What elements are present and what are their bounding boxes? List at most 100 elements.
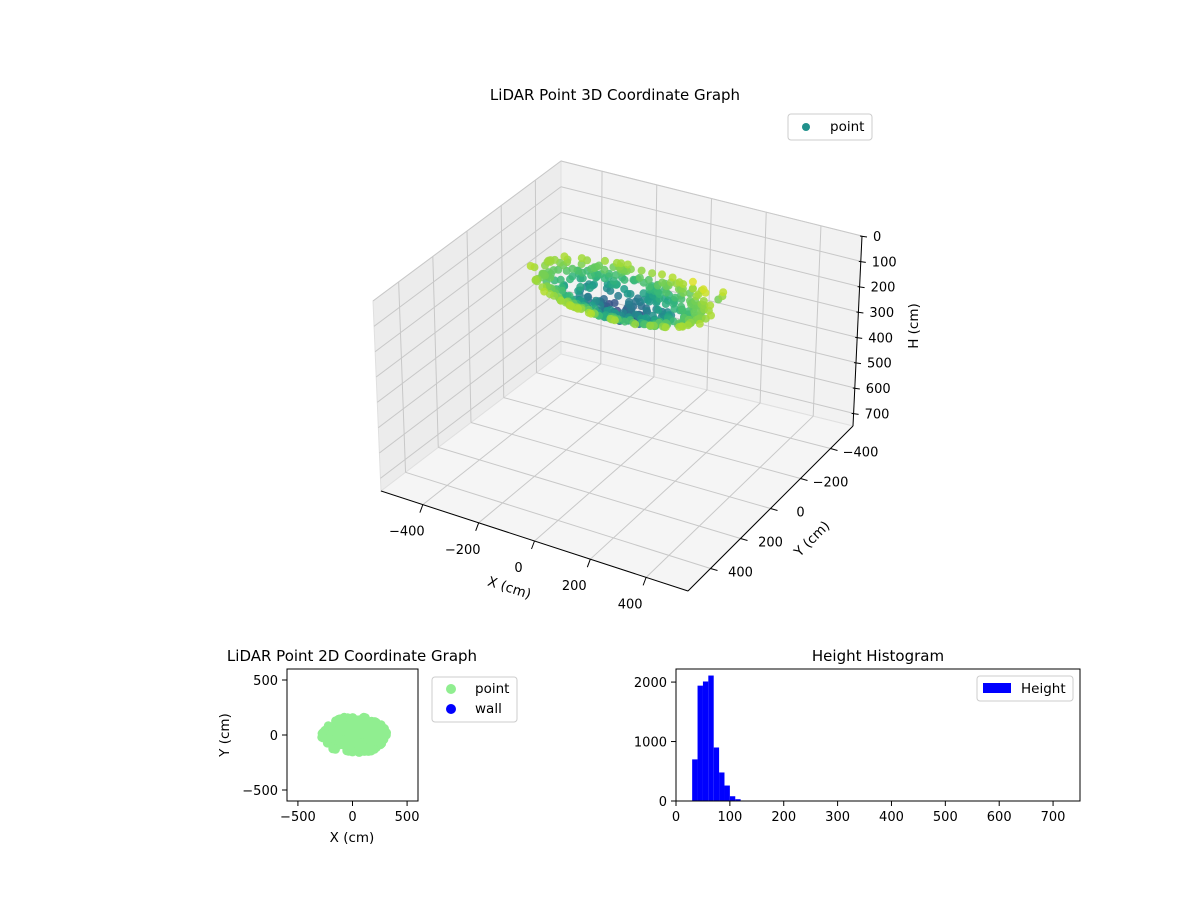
chart3d-legend-label-point: point: [830, 119, 864, 135]
chart3d-point: [557, 286, 566, 295]
chart3d-z-tick-label: 500: [867, 357, 892, 372]
chart3d-point: [623, 260, 632, 269]
chart3d-point: [576, 282, 585, 291]
chart3d-point: [585, 284, 594, 293]
chart2d-x-axis-label: X (cm): [330, 830, 375, 846]
hist-title: Height Histogram: [812, 647, 944, 665]
chart3d-point: [526, 262, 535, 270]
hist-bar: [692, 759, 698, 801]
chart3d-point: [610, 316, 619, 325]
chart3d-grid-y-floor: [405, 471, 711, 569]
chart3d-y-tick-label: −400: [843, 446, 879, 461]
chart-3d: LiDAR Point 3D Coordinate Graph −400 −200…: [372, 86, 922, 612]
hist-x-tick-label: 400: [879, 810, 904, 825]
chart3d-legend-marker-point: [802, 123, 810, 131]
chart3d-grid-y-floor: [503, 397, 801, 479]
chart3d-point: [587, 309, 596, 318]
chart3d-grid-x-wall: [759, 212, 767, 404]
chart3d-point: [577, 254, 586, 263]
hist-x-tick-label: 0: [672, 810, 680, 825]
chart3d-z-tick: [851, 412, 859, 415]
chart3d-grid-z-right: [560, 314, 855, 389]
chart2d-x-tick-label: −500: [280, 810, 316, 825]
chart3d-point: [719, 288, 728, 297]
chart3d-z-tick-label: 0: [873, 230, 881, 245]
chart3d-grid-z-right: [560, 160, 863, 237]
chart2d-point: [343, 726, 353, 735]
chart3d-grid-z-right: [560, 340, 854, 414]
chart3d-point: [654, 305, 663, 314]
chart3d-point: [556, 275, 565, 284]
chart3d-point: [568, 264, 577, 273]
chart2d-point: [342, 740, 352, 750]
chart3d-point: [631, 320, 640, 329]
chart3d-point: [610, 299, 619, 307]
chart3d-z-tick: [856, 311, 864, 314]
chart3d-z-tick-label: 300: [869, 306, 894, 321]
chart3d-point: [635, 273, 644, 282]
chart3d-x-tick: [642, 577, 647, 586]
chart2d-point: [371, 717, 381, 727]
chart3d-point: [661, 300, 670, 308]
hist-x-tick-label: 100: [717, 810, 742, 825]
chart2d-legend-marker-point: [446, 684, 456, 694]
chart2d-x-tick-label: 500: [395, 810, 420, 825]
hist-frame: [675, 668, 1081, 802]
chart3d-grid-y-wall: [398, 281, 407, 473]
chart3d-point: [678, 306, 687, 315]
hist-x-tick-label: 700: [1041, 810, 1066, 825]
chart3d-ticks: −400 −200 0 200 400 400 200 0 −200 −400 0 100 200 300…: [389, 230, 897, 612]
chart3d-z-tick-label: 600: [866, 382, 891, 397]
chart3d-grid-z-left: [378, 289, 562, 429]
chart3d-point: [617, 259, 625, 268]
chart3d-z-axis-label: H (cm): [906, 303, 922, 349]
chart3d-z-tick: [853, 362, 862, 365]
chart2d-legend-label-wall: wall: [475, 701, 502, 717]
chart2d-x-tick-label: 0: [348, 810, 356, 825]
hist-x-tick-label: 500: [933, 810, 958, 825]
chart3d-point: [601, 256, 609, 265]
chart3d-z-tick-label: 700: [865, 407, 890, 422]
chart3d-point: [557, 296, 565, 305]
chart-2d: LiDAR Point 2D Coordinate Graph −500 0 500…: [217, 647, 518, 846]
chart2d-point: [366, 727, 376, 737]
chart3d-point: [620, 275, 629, 284]
chart3d-point: [658, 270, 666, 279]
chart3d-z-tick: [852, 387, 860, 390]
chart3d-point: [574, 304, 582, 313]
chart3d-legend-frame: [787, 113, 873, 141]
chart2d-point: [357, 729, 367, 739]
chart2d-title: LiDAR Point 2D Coordinate Graph: [227, 647, 477, 665]
chart3d-point: [679, 280, 688, 289]
chart2d-legend-label-point: point: [475, 681, 509, 697]
chart3d-point: [644, 275, 653, 284]
chart3d-x-tick-label: 200: [562, 579, 587, 594]
chart3d-grid-y-wall: [432, 256, 439, 448]
chart3d-grid-y-floor: [438, 446, 741, 539]
chart2d-point: [335, 734, 345, 744]
hist-legend-frame: [976, 675, 1074, 702]
hist-bar: [702, 681, 709, 801]
chart3d-grid-z-left: [373, 186, 562, 327]
chart3d-z-tick: [857, 286, 865, 289]
chart3d-point: [670, 304, 679, 313]
chart-histogram: Height Histogram 0 100 200 300 400 500 600 7000…: [634, 647, 1081, 825]
chart2d-point: [364, 734, 374, 744]
chart3d-point: [600, 265, 609, 274]
chart2d-y-tick-label: 500: [253, 674, 278, 689]
hist-bar: [708, 675, 714, 801]
chart3d-point: [694, 290, 703, 299]
hist-bars: [692, 675, 752, 801]
chart3d-point: [637, 266, 646, 275]
chart3d-grid-y-wall: [500, 205, 505, 398]
hist-x-tick-label: 300: [825, 810, 850, 825]
chart3d-grid-z-right: [560, 237, 859, 313]
chart3d-grid-y-wall: [466, 230, 472, 423]
hist-ticks: 0 100 200 300 400 500 600 700 0 1000 2000: [634, 676, 1066, 825]
chart2d-points: [317, 712, 391, 757]
chart3d-point: [688, 277, 697, 286]
chart3d-point: [688, 284, 697, 293]
hist-legend-swatch: [983, 683, 1011, 693]
chart2d-point: [335, 720, 345, 729]
